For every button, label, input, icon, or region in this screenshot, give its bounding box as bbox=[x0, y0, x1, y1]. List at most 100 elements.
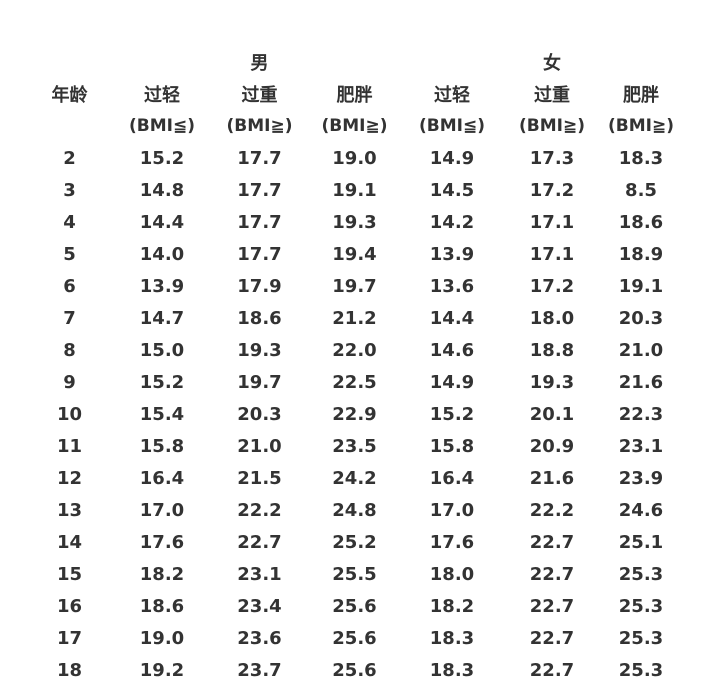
bmi-cell: 19.0 bbox=[332, 147, 377, 169]
bmi-cell: 20.9 bbox=[529, 435, 575, 457]
age-cell: 11 bbox=[56, 435, 83, 457]
bmi-cell: 17.2 bbox=[529, 179, 575, 201]
empty-cell bbox=[397, 46, 507, 78]
bmi-cell: 21.6 bbox=[618, 371, 664, 393]
bmi-cell: 19.1 bbox=[332, 179, 377, 201]
age-cell: 2 bbox=[63, 147, 76, 169]
bmi-cell: 15.2 bbox=[139, 147, 185, 169]
age-cell: 15 bbox=[56, 563, 83, 585]
column-unit: (BMI≦) bbox=[129, 116, 195, 136]
empty-cell bbox=[312, 46, 397, 78]
bmi-cell: 17.7 bbox=[237, 179, 282, 201]
bmi-cell: 13.9 bbox=[429, 243, 475, 265]
bmi-cell: 22.7 bbox=[529, 627, 575, 649]
bmi-cell: 21.6 bbox=[529, 467, 575, 489]
bmi-cell: 22.7 bbox=[529, 595, 575, 617]
table-row: 14 17.6 22.7 25.2 17.6 22.7 25.1 bbox=[22, 526, 685, 558]
bmi-cell: 25.6 bbox=[332, 627, 377, 649]
bmi-table: 男 女 年龄 过轻 过重 肥胖 过轻 过重 肥胖 (BMI≦) (BMI≧) (… bbox=[22, 46, 685, 686]
age-cell: 10 bbox=[56, 403, 83, 425]
bmi-cell: 14.6 bbox=[429, 339, 475, 361]
bmi-cell: 18.2 bbox=[429, 595, 475, 617]
table-row: 6 13.9 17.9 19.7 13.6 17.2 19.1 bbox=[22, 270, 685, 302]
group-male: 男 bbox=[250, 53, 269, 74]
bmi-cell: 13.9 bbox=[139, 275, 185, 297]
column-unit: (BMI≧) bbox=[608, 116, 674, 136]
bmi-cell: 18.3 bbox=[429, 627, 475, 649]
column-label: 过重 bbox=[534, 85, 570, 106]
bmi-cell: 21.0 bbox=[618, 339, 664, 361]
empty-cell bbox=[22, 46, 117, 78]
bmi-cell: 18.0 bbox=[529, 307, 575, 329]
column-label: 过重 bbox=[241, 85, 278, 106]
bmi-cell: 17.6 bbox=[139, 531, 185, 553]
group-header-row: 男 女 bbox=[22, 46, 685, 78]
table-row: 4 14.4 17.7 19.3 14.2 17.1 18.6 bbox=[22, 206, 685, 238]
bmi-cell: 18.2 bbox=[139, 563, 185, 585]
bmi-cell: 23.6 bbox=[237, 627, 282, 649]
bmi-cell: 18.6 bbox=[237, 307, 282, 329]
table-row: 9 15.2 19.7 22.5 14.9 19.3 21.6 bbox=[22, 366, 685, 398]
bmi-cell: 18.8 bbox=[529, 339, 575, 361]
column-unit: (BMI≦) bbox=[419, 116, 485, 136]
age-cell: 5 bbox=[63, 243, 76, 265]
table-row: 8 15.0 19.3 22.0 14.6 18.8 21.0 bbox=[22, 334, 685, 366]
bmi-cell: 16.4 bbox=[429, 467, 475, 489]
bmi-cell: 25.3 bbox=[618, 595, 664, 617]
column-label: 过轻 bbox=[144, 85, 180, 106]
table-row: 13 17.0 22.2 24.8 17.0 22.2 24.6 bbox=[22, 494, 685, 526]
bmi-cell: 22.7 bbox=[237, 531, 282, 553]
bmi-cell: 19.7 bbox=[332, 275, 377, 297]
column-unit: (BMI≧) bbox=[321, 116, 388, 136]
bmi-cell: 16.4 bbox=[139, 467, 185, 489]
bmi-cell: 17.9 bbox=[237, 275, 282, 297]
bmi-cell: 15.0 bbox=[139, 339, 185, 361]
table-row: 5 14.0 17.7 19.4 13.9 17.1 18.9 bbox=[22, 238, 685, 270]
bmi-cell: 25.3 bbox=[618, 563, 664, 585]
bmi-cell: 22.3 bbox=[618, 403, 664, 425]
bmi-cell: 21.5 bbox=[237, 467, 282, 489]
table-row: 12 16.4 21.5 24.2 16.4 21.6 23.9 bbox=[22, 462, 685, 494]
bmi-cell: 20.1 bbox=[529, 403, 575, 425]
bmi-cell: 17.7 bbox=[237, 243, 282, 265]
bmi-cell: 14.9 bbox=[429, 371, 475, 393]
bmi-cell: 25.5 bbox=[332, 563, 377, 585]
table-row: 10 15.4 20.3 22.9 15.2 20.1 22.3 bbox=[22, 398, 685, 430]
table-row: 17 19.0 23.6 25.6 18.3 22.7 25.3 bbox=[22, 622, 685, 654]
bmi-cell: 22.9 bbox=[332, 403, 377, 425]
bmi-cell: 20.3 bbox=[237, 403, 282, 425]
age-cell: 4 bbox=[63, 211, 76, 233]
bmi-cell: 18.9 bbox=[618, 243, 664, 265]
bmi-cell: 17.1 bbox=[529, 243, 575, 265]
age-cell: 7 bbox=[63, 307, 76, 329]
table-row: 7 14.7 18.6 21.2 14.4 18.0 20.3 bbox=[22, 302, 685, 334]
empty-cell bbox=[22, 110, 117, 142]
bmi-cell: 14.7 bbox=[139, 307, 185, 329]
bmi-cell: 22.0 bbox=[332, 339, 377, 361]
bmi-cell: 23.9 bbox=[618, 467, 664, 489]
bmi-cell: 17.7 bbox=[237, 147, 282, 169]
age-cell: 6 bbox=[63, 275, 76, 297]
bmi-cell: 22.2 bbox=[529, 499, 575, 521]
age-cell: 9 bbox=[63, 371, 76, 393]
bmi-cell: 22.7 bbox=[529, 531, 575, 553]
table-row: 2 15.2 17.7 19.0 14.9 17.3 18.3 bbox=[22, 142, 685, 174]
bmi-cell: 14.0 bbox=[139, 243, 185, 265]
bmi-cell: 14.2 bbox=[429, 211, 475, 233]
table-row: 11 15.8 21.0 23.5 15.8 20.9 23.1 bbox=[22, 430, 685, 462]
column-unit-row: (BMI≦) (BMI≧) (BMI≧) (BMI≦) (BMI≧) (BMI≧… bbox=[22, 110, 685, 142]
bmi-cell: 18.6 bbox=[139, 595, 185, 617]
column-unit: (BMI≧) bbox=[519, 116, 585, 136]
bmi-cell: 15.2 bbox=[429, 403, 475, 425]
bmi-cell: 24.6 bbox=[618, 499, 664, 521]
bmi-cell: 15.8 bbox=[429, 435, 475, 457]
bmi-cell: 22.7 bbox=[529, 563, 575, 585]
bmi-cell: 18.3 bbox=[618, 147, 664, 169]
bmi-cell: 25.2 bbox=[332, 531, 377, 553]
bmi-cell: 25.3 bbox=[618, 659, 664, 681]
bmi-cell: 17.1 bbox=[529, 211, 575, 233]
group-female: 女 bbox=[543, 53, 561, 74]
bmi-cell: 24.2 bbox=[332, 467, 377, 489]
bmi-cell: 23.7 bbox=[237, 659, 282, 681]
table-row: 3 14.8 17.7 19.1 14.5 17.2 8.5 bbox=[22, 174, 685, 206]
